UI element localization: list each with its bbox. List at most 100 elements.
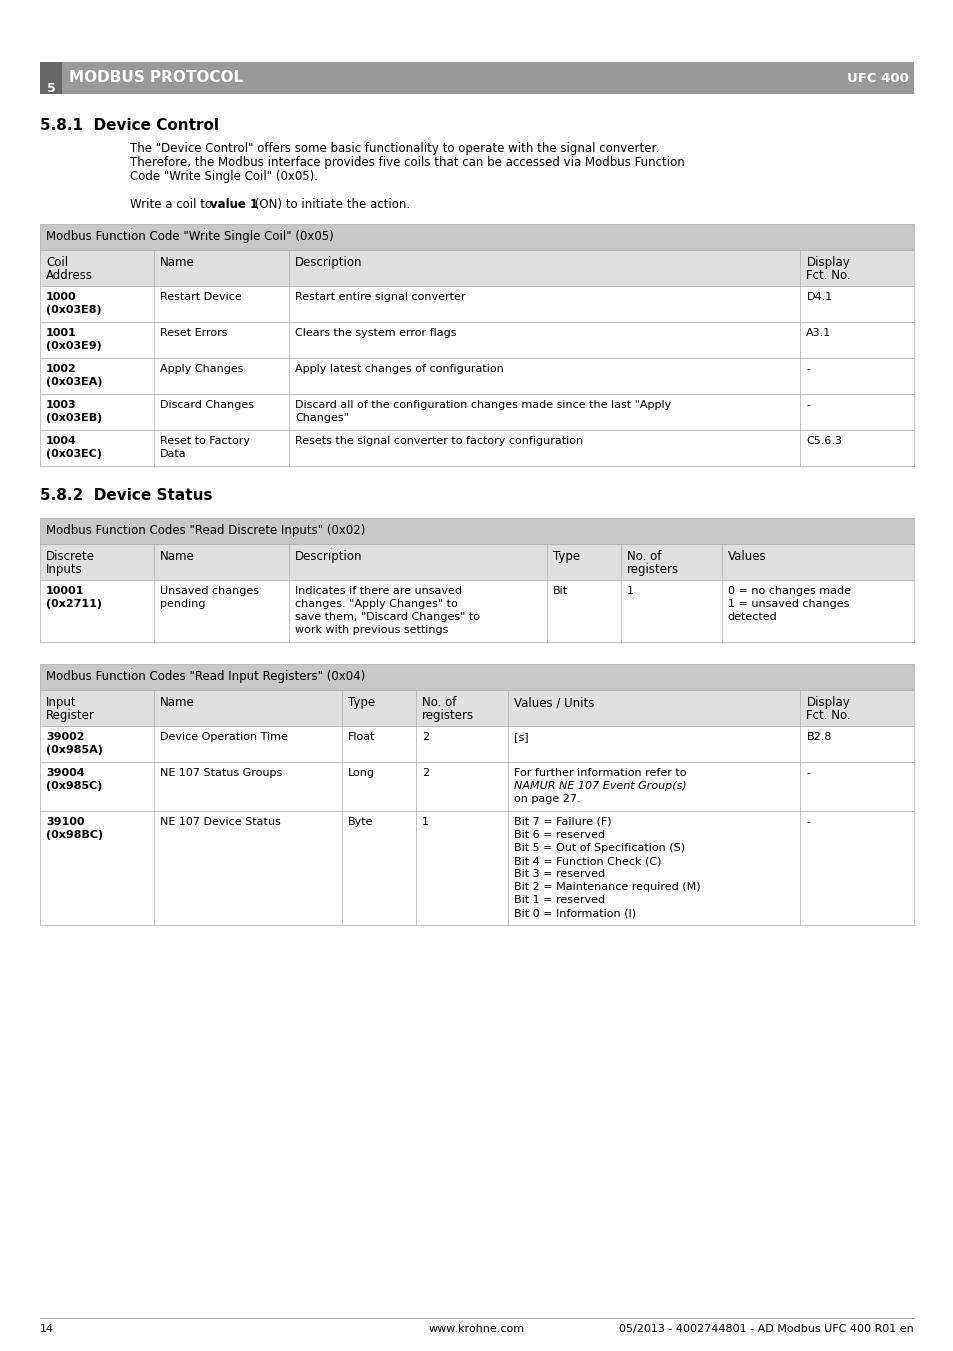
- Text: Fct. No.: Fct. No.: [805, 709, 850, 721]
- Text: 1 = unsaved changes: 1 = unsaved changes: [727, 598, 848, 609]
- Bar: [40, 725, 913, 762]
- Text: save them, "Discard Changes" to: save them, "Discard Changes" to: [294, 612, 479, 621]
- Text: (0x985A): (0x985A): [46, 744, 103, 755]
- Text: Discrete: Discrete: [46, 550, 95, 563]
- Text: www.krohne.com: www.krohne.com: [429, 1324, 524, 1333]
- Text: 0 = no changes made: 0 = no changes made: [727, 586, 850, 596]
- Text: Bit 7 = Failure (F): Bit 7 = Failure (F): [513, 817, 611, 827]
- Text: (0x98BC): (0x98BC): [46, 830, 103, 840]
- Text: -: -: [805, 767, 809, 778]
- Text: Modbus Function Codes "Read Input Registers" (0x04): Modbus Function Codes "Read Input Regist…: [46, 670, 365, 684]
- Text: 39002: 39002: [46, 732, 85, 742]
- Text: NE 107 Device Status: NE 107 Device Status: [159, 817, 280, 827]
- Text: 39100: 39100: [46, 817, 85, 827]
- Text: (0x03EA): (0x03EA): [46, 377, 102, 386]
- Text: Unsaved changes: Unsaved changes: [159, 586, 258, 596]
- Text: (0x03EB): (0x03EB): [46, 413, 102, 423]
- Bar: [40, 811, 913, 925]
- Text: Discard all of the configuration changes made since the last "Apply: Discard all of the configuration changes…: [294, 400, 671, 409]
- Text: 5.8.1  Device Control: 5.8.1 Device Control: [40, 118, 219, 132]
- Text: NE 107 Status Groups: NE 107 Status Groups: [159, 767, 281, 778]
- Text: Description: Description: [294, 550, 362, 563]
- Text: Code "Write Single Coil" (0x05).: Code "Write Single Coil" (0x05).: [130, 170, 317, 182]
- Text: NAMUR NE 107 Event Group(s): NAMUR NE 107 Event Group(s): [513, 781, 685, 790]
- Text: Name: Name: [159, 550, 194, 563]
- Text: Values / Units: Values / Units: [513, 696, 594, 709]
- Bar: [40, 544, 913, 580]
- Text: Apply latest changes of configuration: Apply latest changes of configuration: [294, 363, 503, 374]
- Text: Bit 5 = Out of Specification (S): Bit 5 = Out of Specification (S): [513, 843, 684, 852]
- Text: -: -: [805, 363, 809, 374]
- Text: Inputs: Inputs: [46, 563, 83, 576]
- Text: Register: Register: [46, 709, 94, 721]
- Text: registers: registers: [626, 563, 679, 576]
- Bar: [40, 394, 913, 430]
- Text: 14: 14: [40, 1324, 54, 1333]
- Text: (0x985C): (0x985C): [46, 781, 102, 790]
- Bar: [40, 224, 913, 250]
- Text: Description: Description: [294, 255, 362, 269]
- Text: registers: registers: [421, 709, 474, 721]
- Bar: [40, 690, 913, 725]
- Text: pending: pending: [159, 598, 205, 609]
- Bar: [40, 286, 913, 322]
- Bar: [40, 663, 913, 690]
- Text: work with previous settings: work with previous settings: [294, 626, 448, 635]
- Text: 39004: 39004: [46, 767, 85, 778]
- Text: 05/2013 - 4002744801 - AD Modbus UFC 400 R01 en: 05/2013 - 4002744801 - AD Modbus UFC 400…: [618, 1324, 913, 1333]
- Text: The "Device Control" offers some basic functionality to operate with the signal : The "Device Control" offers some basic f…: [130, 142, 659, 155]
- Text: B2.8: B2.8: [805, 732, 831, 742]
- Bar: [40, 358, 913, 394]
- Text: 1002: 1002: [46, 363, 76, 374]
- Text: Bit 2 = Maintenance required (M): Bit 2 = Maintenance required (M): [513, 882, 700, 892]
- Text: (ON) to initiate the action.: (ON) to initiate the action.: [251, 199, 409, 211]
- Text: value 1: value 1: [210, 199, 258, 211]
- Text: 1003: 1003: [46, 400, 76, 409]
- Text: [s]: [s]: [513, 732, 528, 742]
- Text: -: -: [805, 817, 809, 827]
- Text: detected: detected: [727, 612, 777, 621]
- Text: Fct. No.: Fct. No.: [805, 269, 850, 282]
- Text: 1001: 1001: [46, 328, 76, 338]
- Text: Therefore, the Modbus interface provides five coils that can be accessed via Mod: Therefore, the Modbus interface provides…: [130, 155, 684, 169]
- Text: No. of: No. of: [421, 696, 456, 709]
- Text: 1000: 1000: [46, 292, 76, 303]
- Text: C5.6.3: C5.6.3: [805, 436, 841, 446]
- Text: No. of: No. of: [626, 550, 660, 563]
- Text: 5.8.2  Device Status: 5.8.2 Device Status: [40, 488, 213, 503]
- Text: (0x03E8): (0x03E8): [46, 305, 102, 315]
- Text: Display: Display: [805, 255, 849, 269]
- Text: Apply Changes: Apply Changes: [159, 363, 243, 374]
- Text: Bit 3 = reserved: Bit 3 = reserved: [513, 869, 604, 880]
- Text: -: -: [805, 400, 809, 409]
- Text: D4.1: D4.1: [805, 292, 832, 303]
- Text: Clears the system error flags: Clears the system error flags: [294, 328, 456, 338]
- Text: Device Operation Time: Device Operation Time: [159, 732, 287, 742]
- Bar: [40, 580, 913, 642]
- Text: Indicates if there are unsaved: Indicates if there are unsaved: [294, 586, 461, 596]
- Text: Write a coil to: Write a coil to: [130, 199, 215, 211]
- Text: Bit 4 = Function Check (C): Bit 4 = Function Check (C): [513, 857, 660, 866]
- Text: 2: 2: [421, 767, 429, 778]
- Bar: [40, 430, 913, 466]
- Bar: [40, 517, 913, 544]
- Text: changes. "Apply Changes" to: changes. "Apply Changes" to: [294, 598, 457, 609]
- Text: Name: Name: [159, 696, 194, 709]
- Text: Resets the signal converter to factory configuration: Resets the signal converter to factory c…: [294, 436, 582, 446]
- Text: Type: Type: [347, 696, 375, 709]
- Text: Bit: Bit: [553, 586, 567, 596]
- Text: Bit 1 = reserved: Bit 1 = reserved: [513, 894, 604, 905]
- Text: Input: Input: [46, 696, 76, 709]
- Text: (0x03EC): (0x03EC): [46, 449, 102, 459]
- Bar: [40, 250, 913, 286]
- Text: 1: 1: [626, 586, 634, 596]
- Text: For further information refer to: For further information refer to: [513, 767, 685, 778]
- Text: Restart entire signal converter: Restart entire signal converter: [294, 292, 465, 303]
- Text: Bit 0 = Information (I): Bit 0 = Information (I): [513, 908, 635, 917]
- Text: Byte: Byte: [347, 817, 373, 827]
- Bar: [40, 762, 913, 811]
- Bar: [40, 62, 913, 95]
- Text: Type: Type: [553, 550, 579, 563]
- Text: Long: Long: [347, 767, 375, 778]
- Text: (0x2711): (0x2711): [46, 598, 102, 609]
